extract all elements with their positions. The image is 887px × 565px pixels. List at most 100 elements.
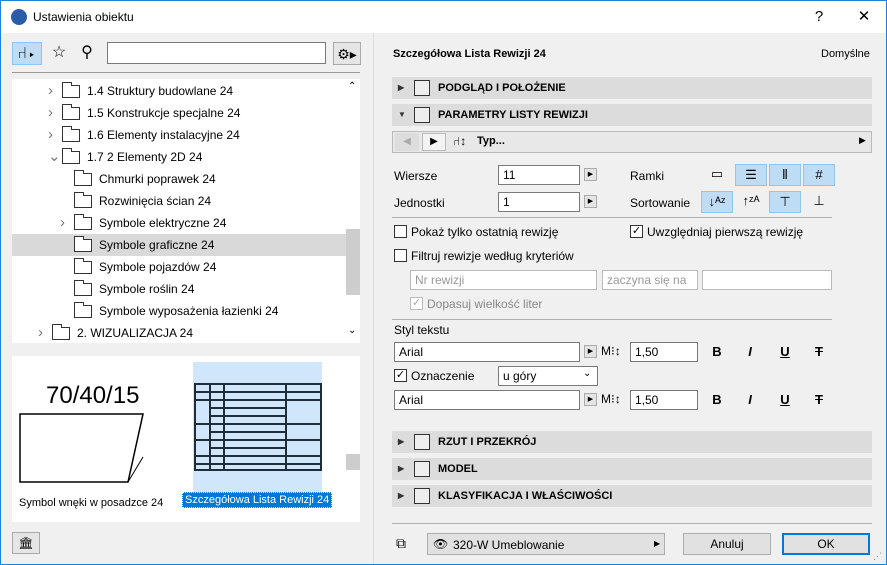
parameters-icon [414,107,430,123]
frame-none-button[interactable]: ▭ [710,166,724,181]
scroll-thumb[interactable] [346,229,360,295]
frame-grid-button[interactable]: # [803,164,835,186]
marker-position-dropdown[interactable]: u góry [498,366,598,386]
frame-horizontal-button[interactable]: ☰ [735,164,767,186]
tree-item[interactable]: Rozwinięcia ścian 24 [12,190,346,212]
filter-operator-dropdown[interactable]: zaczyna się na [602,270,698,290]
type-dropdown[interactable]: Typ... [477,135,505,147]
bold-button[interactable]: B [712,392,722,407]
preview-scroll-thumb[interactable] [346,454,360,470]
tree-item[interactable]: › 1.5 Konstrukcje specjalne 24 [12,102,346,124]
search-input[interactable] [107,42,326,64]
section-preview-position[interactable]: ▶ PODGLĄD I POŁOŻENIE [392,77,872,99]
preview-label-selected: Szczegółowa Lista Rewizji 24 [182,492,333,508]
size-input-1[interactable]: 1,50 [630,342,698,362]
tree-item[interactable]: Symbole roślin 24 [12,278,346,300]
tree-item[interactable]: Symbole pojazdów 24 [12,256,346,278]
favorites-star-icon[interactable]: ☆ [51,44,67,61]
section-classification[interactable]: ▶ KLASYFIKACJA I WŁAŚCIWOŚCI [392,485,872,507]
layer-dropdown[interactable]: 👁 320-W Umeblowanie ▶ [427,533,665,555]
folder-icon [74,236,92,252]
sort-descending-button[interactable]: ↑ᶻᴬ [742,193,760,208]
chevron-right-icon[interactable]: › [48,104,53,121]
show-last-checkbox[interactable] [394,225,407,238]
chevron-right-icon[interactable]: › [48,126,53,143]
units-label: Jednostki [394,196,445,210]
size-input-2[interactable]: 1,50 [630,390,698,410]
panel-splitter[interactable] [373,33,374,564]
filter-checkbox[interactable] [394,249,407,262]
chevron-right-icon[interactable]: › [48,82,53,99]
chevron-right-icon[interactable]: › [38,324,43,341]
type-dropdown-arrow-icon[interactable]: ▶ [859,135,866,145]
next-button[interactable]: ▶ [422,133,446,151]
section-model[interactable]: ▶ MODEL [392,458,872,480]
tree-item[interactable]: › 2. WIZUALIZACJA 24 [12,322,346,344]
chevron-down-icon[interactable]: ⌄ [48,148,61,165]
search-icon[interactable]: ⚲ [81,44,93,61]
underline-button[interactable]: U [780,344,790,359]
tree-item-label: Symbole pojazdów 24 [99,260,217,274]
previous-button[interactable]: ◀ [395,133,419,151]
tree-item[interactable]: › 1.4 Struktury budowlane 24 [12,80,346,102]
underline-button[interactable]: U [780,392,790,407]
filter-value-input[interactable] [702,270,832,290]
sort-top-button[interactable]: ⊤ [769,191,801,213]
divider [12,72,360,73]
font-menu-button-2[interactable]: ▶ [584,393,597,406]
text-size-icon: M⁝↕ [601,392,621,406]
bold-button[interactable]: B [712,344,722,359]
library-tree[interactable]: › 1.4 Struktury budowlane 24 › 1.5 Konstruk… [12,79,346,343]
frame-vertical-button[interactable]: ⦀ [769,164,801,186]
strikethrough-button[interactable]: T [815,392,823,407]
include-first-checkbox[interactable]: ✓ [630,225,643,238]
rows-stepper-button[interactable]: ▶ [584,168,597,181]
folder-icon [62,82,80,98]
frames-label: Ramki [630,169,665,183]
match-case-label: Dopasuj wielkość liter [427,297,543,311]
italic-button[interactable]: I [748,344,752,359]
close-button[interactable]: ✕ [857,8,871,25]
library-menu-button[interactable]: ⑁▸ [12,42,42,65]
tree-item-label: 2. WIZUALIZACJA 24 [77,326,194,340]
help-button[interactable]: ? [814,8,824,25]
filter-field-dropdown[interactable]: Nr rewizji [410,270,597,290]
settings-gear-button[interactable]: ⚙▸ [333,42,361,65]
strikethrough-button[interactable]: T [815,344,823,359]
folder-icon [52,324,70,340]
scroll-down-icon[interactable]: ⌄ [348,325,357,336]
cancel-button[interactable]: Anuluj [683,533,771,555]
preview-panel: 70/40/15 Symbol wnęki w posadzce 24 Szcz… [12,356,360,522]
italic-button[interactable]: I [748,392,752,407]
units-stepper-button[interactable]: ▶ [584,195,597,208]
layer-icon: ⧉ [396,535,406,551]
section-revision-list-params[interactable]: ▼ PARAMETRY LISTY REWIZJI [392,104,872,126]
resize-grip[interactable]: ⋰ [873,551,882,561]
font-input-2[interactable]: Arial [394,390,580,410]
preview-item-selected[interactable] [193,362,322,492]
tree-item[interactable]: › 1.6 Elementy instalacyjne 24 [12,124,346,146]
rows-input[interactable]: 11 [498,165,580,185]
font-menu-button-1[interactable]: ▶ [584,345,597,358]
preview-item[interactable]: 70/40/15 Symbol wnęki w posadzce 24 [16,360,176,510]
tree-item[interactable]: Symbole wyposażenia łazienki 24 [12,300,346,322]
tree-item[interactable]: Chmurki poprawek 24 [12,168,346,190]
library-manager-icon[interactable]: 🏛 [12,532,40,554]
ok-button[interactable]: OK [782,533,870,555]
marker-checkbox[interactable]: ✓ [394,369,407,382]
section-plan-section[interactable]: ▶ RZUT I PRZEKRÓJ [392,431,872,453]
units-input[interactable]: 1 [498,192,580,212]
tree-scrollbar[interactable]: ⌃ ⌄ [346,79,360,343]
font-input-1[interactable]: Arial [394,342,580,362]
tree-item[interactable]: ⌄ 1.7 2 Elementy 2D 24 [12,146,346,168]
sort-bottom-button[interactable]: ⊥ [813,193,825,208]
folder-icon [74,280,92,296]
tree-item[interactable]: Symbole graficzne 24 [12,234,346,256]
expand-arrow-icon: ▶ [398,464,405,473]
scroll-up-icon[interactable]: ⌃ [348,81,357,92]
sort-ascending-button[interactable]: ↓ᴬᶻ [701,191,733,213]
type-icon: ⑁↕ [453,134,467,148]
tree-item[interactable]: › Symbole elektryczne 24 [12,212,346,234]
match-case-checkbox[interactable]: ✓ [410,297,423,310]
chevron-right-icon[interactable]: › [60,214,65,231]
